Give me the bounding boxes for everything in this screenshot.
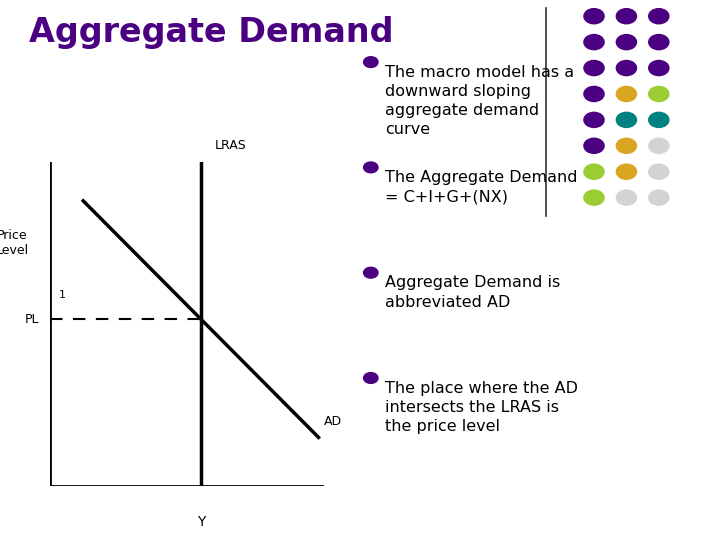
Text: PL: PL <box>25 313 40 326</box>
Text: AD: AD <box>324 415 342 428</box>
Text: The Aggregate Demand
= C+I+G+(NX): The Aggregate Demand = C+I+G+(NX) <box>385 170 577 204</box>
Text: Aggregate Demand is
abbreviated AD: Aggregate Demand is abbreviated AD <box>385 275 560 309</box>
Text: Price
Level: Price Level <box>0 229 29 257</box>
Text: The macro model has a
downward sloping
aggregate demand
curve: The macro model has a downward sloping a… <box>385 65 575 137</box>
Text: 1: 1 <box>58 289 66 300</box>
Text: LRAS: LRAS <box>215 139 246 152</box>
Text: Y: Y <box>197 515 205 529</box>
Text: The place where the AD
intersects the LRAS is
the price level: The place where the AD intersects the LR… <box>385 381 578 434</box>
Text: Aggregate Demand: Aggregate Demand <box>29 16 393 49</box>
